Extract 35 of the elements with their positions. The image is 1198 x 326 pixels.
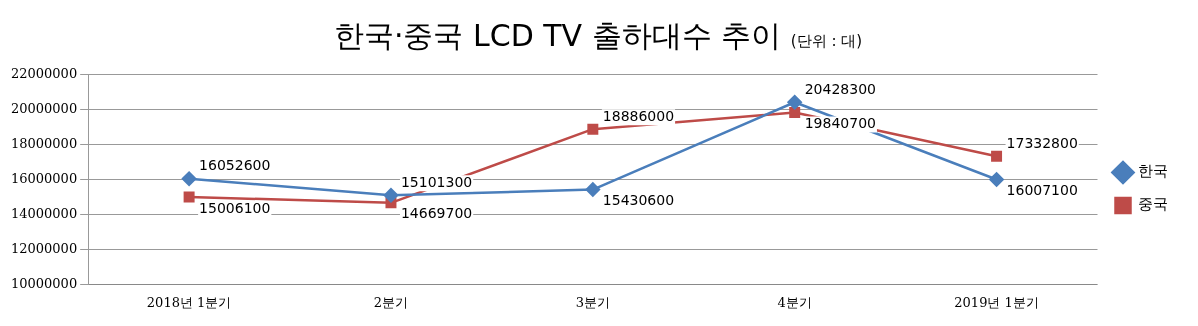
data-label: 14669700 xyxy=(400,205,473,222)
y-tick-label: 20000000 xyxy=(11,101,78,117)
point xyxy=(183,191,195,203)
point xyxy=(383,188,399,203)
legend-label: 중국 xyxy=(1138,195,1168,214)
x-tick-label: 2019년 1분기 xyxy=(954,294,1039,310)
data-label: 15006100 xyxy=(199,199,271,216)
y-tick-label: 22000000 xyxy=(11,66,78,82)
legend-label: 한국 xyxy=(1138,162,1168,181)
point xyxy=(789,107,801,119)
data-label: 15101300 xyxy=(400,173,473,190)
x-tick-label: 2분기 xyxy=(373,294,409,310)
data-label: 18886000 xyxy=(602,107,675,124)
data-label: 20428300 xyxy=(804,80,876,97)
data-label: 16052600 xyxy=(199,157,271,174)
point xyxy=(587,123,599,135)
data-label: 16007100 xyxy=(1006,182,1078,199)
chart-subtitle: (단위 : 대) xyxy=(790,32,863,50)
data-label: 15430600 xyxy=(602,192,675,209)
point xyxy=(991,150,1003,162)
point xyxy=(181,171,197,186)
chart-title: 한국·중국 LCD TV 출하대수 추이 xyxy=(333,18,782,53)
x-tick-label: 2018년 1분기 xyxy=(146,294,232,310)
data-label: 17332800 xyxy=(1006,134,1078,151)
y-tick-label: 10000000 xyxy=(11,275,78,291)
y-tick-label: 14000000 xyxy=(11,205,78,221)
y-tick-label: 18000000 xyxy=(11,136,78,152)
x-tick-label: 3분기 xyxy=(575,294,610,310)
point xyxy=(585,182,601,197)
point xyxy=(787,95,802,110)
y-tick-label: 12000000 xyxy=(11,240,78,256)
y-tick-label: 16000000 xyxy=(11,170,78,186)
x-tick-label: 4분기 xyxy=(777,294,812,310)
point xyxy=(989,172,1004,187)
data-label: 19840700 xyxy=(804,115,876,132)
